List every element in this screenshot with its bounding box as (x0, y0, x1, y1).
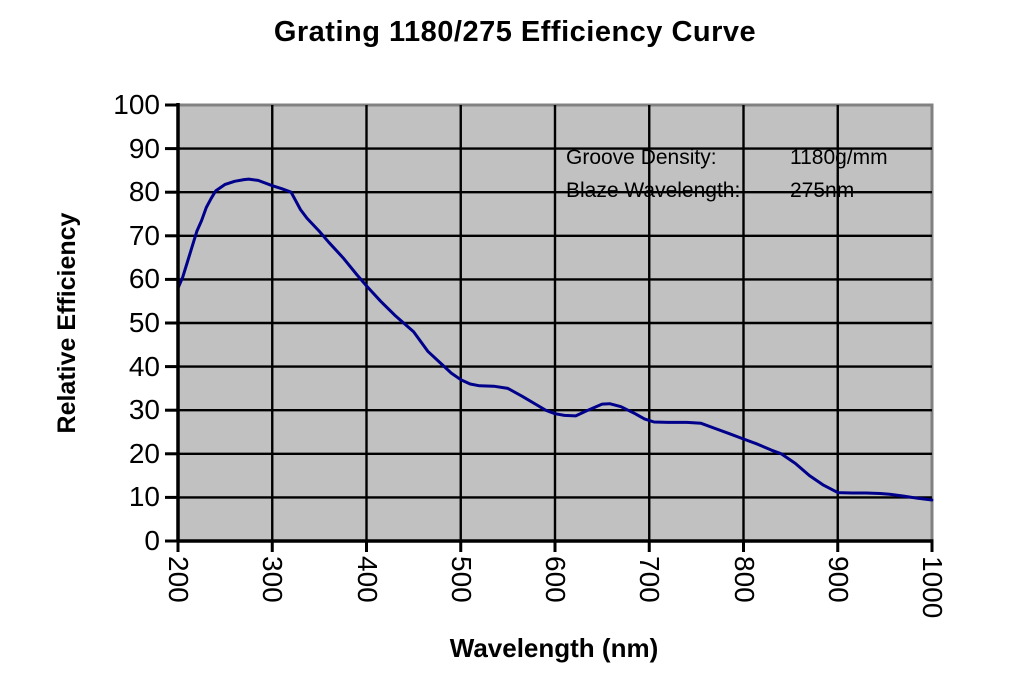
y-tick-label-90: 90 (128, 132, 160, 164)
x-tick-label-600: 600 (540, 556, 571, 603)
x-axis-title: Wavelength (nm) (449, 633, 659, 663)
x-tick-label-800: 800 (728, 556, 760, 603)
x-tick-label-500: 500 (445, 556, 477, 603)
chart-title: Grating 1180/275 Efficiency Curve (273, 16, 757, 48)
y-tick-label-0: 0 (144, 525, 160, 556)
y-axis-title: Relative Efficiency (53, 212, 81, 434)
y-tick-label-80: 80 (128, 176, 160, 208)
x-tick-label-700: 700 (634, 556, 666, 603)
annotation-groove-density-value: 1180g/mm (790, 146, 888, 169)
y-tick-label-100: 100 (113, 89, 160, 120)
x-tick-label-900: 900 (822, 556, 854, 603)
annotation-blaze-wavelength-value: 275nm (790, 179, 855, 202)
y-tick-label-10: 10 (128, 481, 160, 513)
x-tick-label-200: 200 (163, 556, 194, 603)
y-tick-label-60: 60 (128, 263, 160, 295)
x-tick-label-1000: 1000 (917, 556, 948, 619)
y-tick-label-30: 30 (128, 394, 160, 426)
annotation-blaze-wavelength-label: Blaze Wavelength: (566, 179, 741, 202)
y-tick-label-70: 70 (128, 219, 160, 251)
efficiency-curve (176, 177, 934, 502)
y-tick-label-40: 40 (128, 350, 160, 382)
x-tick-label-400: 400 (351, 556, 383, 603)
annotation-groove-density-label: Groove Density: (566, 146, 717, 169)
y-tick-label-20: 20 (128, 437, 160, 469)
annotation-blaze-wavelength: Blaze Wavelength: 275nm (566, 179, 926, 203)
x-tick-label-300: 300 (257, 556, 289, 603)
annotation-groove-density: Groove Density: 1180g/mm (566, 146, 926, 170)
y-tick-label-50: 50 (128, 307, 160, 338)
